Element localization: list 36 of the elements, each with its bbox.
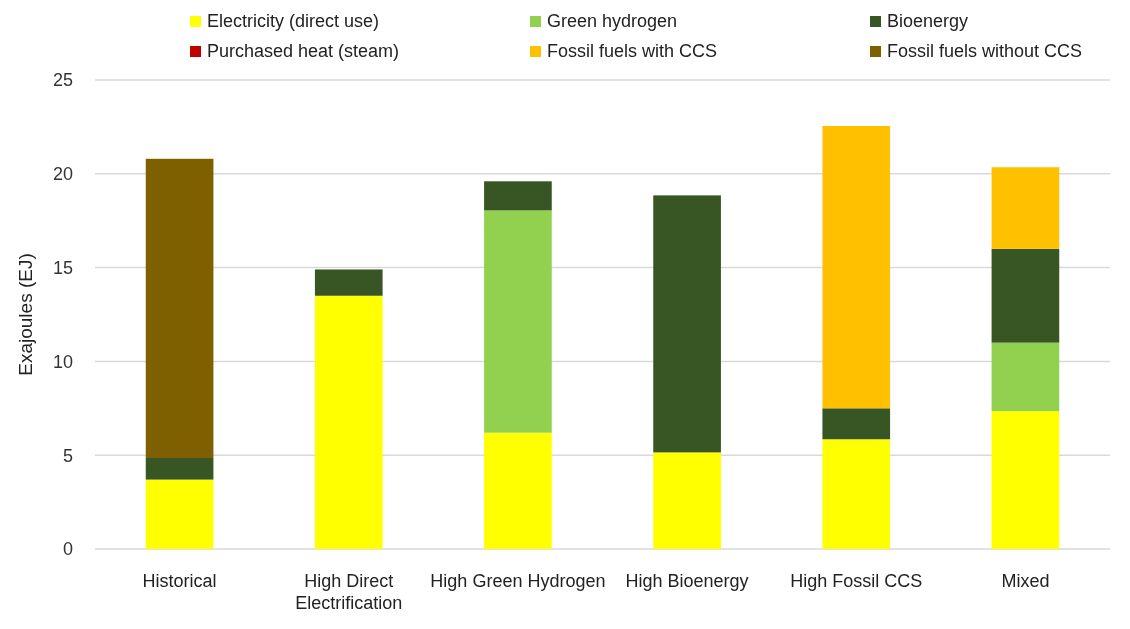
bar xyxy=(822,408,891,440)
x-tick-label: Historical xyxy=(142,571,217,591)
legend-label: Green hydrogen xyxy=(547,11,678,31)
bar xyxy=(991,248,1060,343)
y-tick-label: 25 xyxy=(52,70,73,91)
bar xyxy=(991,342,1060,412)
bar xyxy=(991,167,1060,249)
y-tick-label: 10 xyxy=(52,351,73,372)
x-tick-label: Mixed xyxy=(1001,571,1050,591)
bar xyxy=(145,479,214,549)
y-tick-label: 5 xyxy=(62,445,73,466)
y-axis-title: Exajoules (EJ) xyxy=(15,253,36,376)
legend-label: Bioenergy xyxy=(887,11,969,31)
bar xyxy=(991,411,1060,549)
bar xyxy=(484,181,552,211)
legend-label: Purchased heat (steam) xyxy=(207,41,400,61)
bar xyxy=(484,432,552,549)
bar xyxy=(822,439,891,549)
legend-label: Electricity (direct use) xyxy=(207,11,380,31)
legend-label: Fossil fuels with CCS xyxy=(547,41,718,61)
bar xyxy=(653,195,721,453)
y-tick-label: 0 xyxy=(62,539,73,560)
bar xyxy=(145,158,214,459)
legend-label: Fossil fuels without CCS xyxy=(887,41,1083,61)
y-tick-label: 20 xyxy=(52,164,73,185)
x-tick-label: High Fossil CCS xyxy=(790,571,923,591)
x-tick-label: High Bioenergy xyxy=(625,571,749,591)
bar xyxy=(145,458,214,480)
y-tick-label: 15 xyxy=(52,257,73,278)
bar xyxy=(822,125,891,409)
bar xyxy=(484,210,552,433)
x-tick-label: High Green Hydrogen xyxy=(430,571,606,591)
bar xyxy=(314,295,383,549)
x-tick-label: High Direct Electrification xyxy=(295,571,403,613)
bar xyxy=(653,452,721,549)
bar xyxy=(314,269,383,296)
